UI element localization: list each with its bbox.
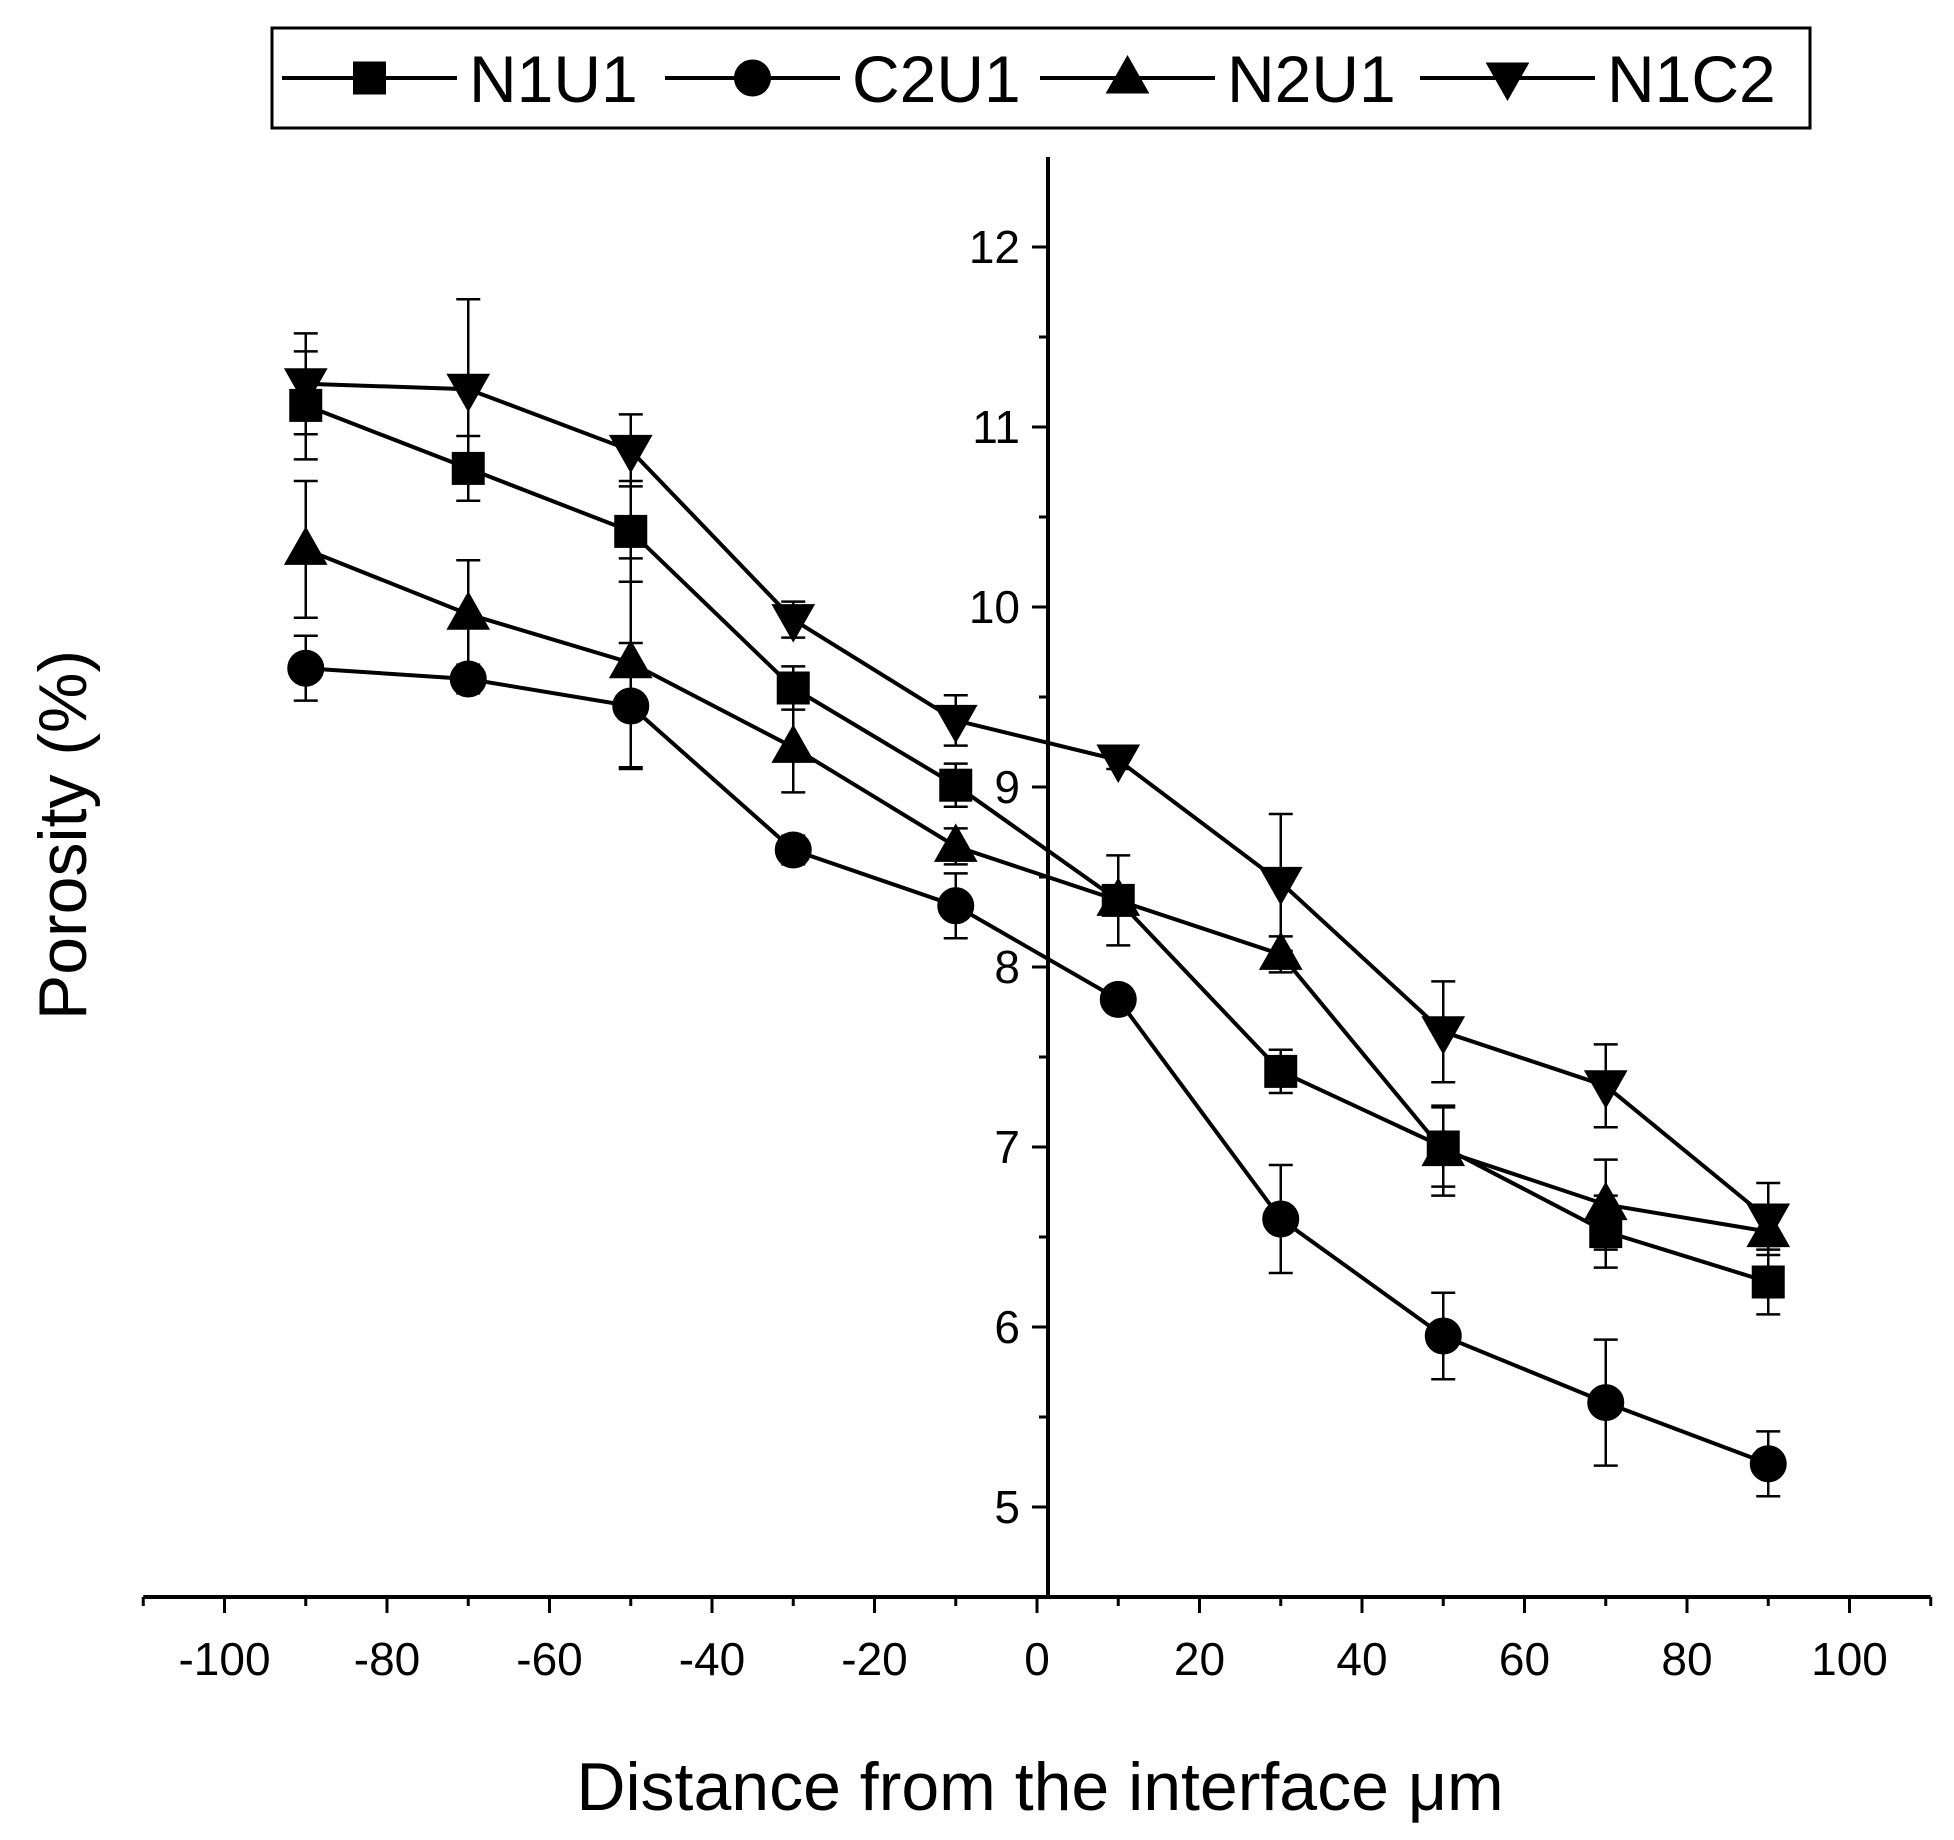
y-tick-label: 12 [969, 221, 1020, 273]
data-point-n1c2 [771, 604, 816, 643]
data-point-n2u1 [1421, 1127, 1466, 1167]
x-tick-label: 0 [1024, 1633, 1050, 1685]
legend-item-n1c2: N1C2 [1420, 42, 1776, 116]
data-point-n1c2 [608, 434, 653, 474]
legend-marker-n2u1 [1105, 54, 1150, 94]
data-point-n1u1 [1264, 1054, 1298, 1088]
data-point-n1u1 [776, 671, 810, 705]
data-point-n1u1 [614, 514, 648, 548]
x-tick-label: -40 [679, 1633, 745, 1685]
legend-label-n1u1: N1U1 [469, 42, 638, 116]
y-tick-label: 5 [994, 1481, 1020, 1533]
data-point-c2u1 [1749, 1445, 1787, 1483]
legend: N1U1 C2U1 N2U1 N1C2 [270, 26, 1812, 130]
data-point-n1c2 [1421, 1016, 1466, 1055]
legend-item-n2u1: N2U1 [1040, 42, 1396, 116]
data-point-n1u1 [939, 768, 973, 802]
data-point-n1c2 [1746, 1203, 1791, 1243]
data-point-n1c2 [1096, 744, 1141, 784]
y-axis-ticks: 5 6 7 8 9 10 11 12 [969, 221, 1048, 1533]
y-tick-label: 10 [969, 581, 1020, 633]
data-point-c2u1 [1587, 1384, 1625, 1422]
x-tick-label: 100 [1811, 1633, 1888, 1685]
data-point-n2u1 [1096, 877, 1141, 916]
data-point-n1c2 [1258, 866, 1303, 906]
data-point-n2u1 [771, 724, 816, 763]
x-tick-label: -20 [841, 1633, 907, 1685]
axes: -100 -80 -60 -40 -20 0 20 40 60 80 100 5 6 7 8 9 10 11 12 [141, 157, 1933, 1685]
series-line-n1c2 [305, 381, 1770, 1221]
data-point-n2u1 [933, 823, 978, 862]
y-tick-label: 11 [972, 401, 1020, 453]
data-point-c2u1 [937, 887, 975, 925]
data-point-n2u1 [446, 591, 491, 630]
x-tick-label: 60 [1499, 1633, 1550, 1685]
series-line-n2u1 [305, 547, 1769, 1234]
x-tick-label: 40 [1336, 1633, 1387, 1685]
data-point-n2u1 [1583, 1181, 1628, 1221]
data-point-c2u1 [774, 831, 812, 869]
data-point-c2u1 [1262, 1200, 1300, 1238]
x-axis-ticks: -100 -80 -60 -40 -20 0 20 40 60 80 100 [141, 1597, 1933, 1685]
series-layer [283, 297, 1791, 1498]
x-tick-label: 80 [1661, 1633, 1712, 1685]
data-point-n1u1 [1751, 1265, 1785, 1299]
data-point-n1c2 [933, 704, 978, 744]
data-point-c2u1 [1099, 980, 1137, 1018]
x-tick-label: -60 [516, 1633, 582, 1685]
x-tick-label: -100 [178, 1633, 270, 1685]
legend-item-c2u1: C2U1 [665, 42, 1021, 116]
series-line-c2u1 [305, 666, 1769, 1466]
data-point-n2u1 [608, 639, 653, 679]
y-tick-label: 7 [994, 1121, 1020, 1173]
data-point-n1c2 [446, 373, 491, 413]
series-n2u1 [283, 479, 1791, 1251]
legend-label-n1c2: N1C2 [1607, 42, 1776, 116]
legend-marker-n1u1 [353, 61, 386, 95]
y-tick-label: 9 [994, 761, 1020, 813]
y-tick-label: 8 [994, 941, 1020, 993]
legend-label-n2u1: N2U1 [1227, 42, 1396, 116]
data-point-c2u1 [1424, 1317, 1462, 1355]
series-line-n1u1 [305, 403, 1769, 1284]
x-axis-title: Distance from the interface μm [576, 1749, 1503, 1825]
data-point-n2u1 [283, 526, 328, 565]
series-n1c2 [283, 297, 1791, 1257]
data-point-n1c2 [283, 368, 328, 407]
data-point-c2u1 [287, 649, 325, 687]
series-n1u1 [289, 350, 1785, 1316]
data-point-n1c2 [1583, 1070, 1628, 1109]
y-axis-title: Porosity (%) [25, 650, 101, 1020]
legend-marker-c2u1 [734, 59, 771, 97]
legend-item-n1u1: N1U1 [282, 42, 638, 116]
legend-label-c2u1: C2U1 [852, 42, 1021, 116]
x-tick-label: 20 [1174, 1633, 1225, 1685]
y-tick-label: 6 [994, 1301, 1020, 1353]
x-tick-label: -80 [354, 1633, 420, 1685]
legend-marker-n1c2 [1485, 62, 1530, 102]
